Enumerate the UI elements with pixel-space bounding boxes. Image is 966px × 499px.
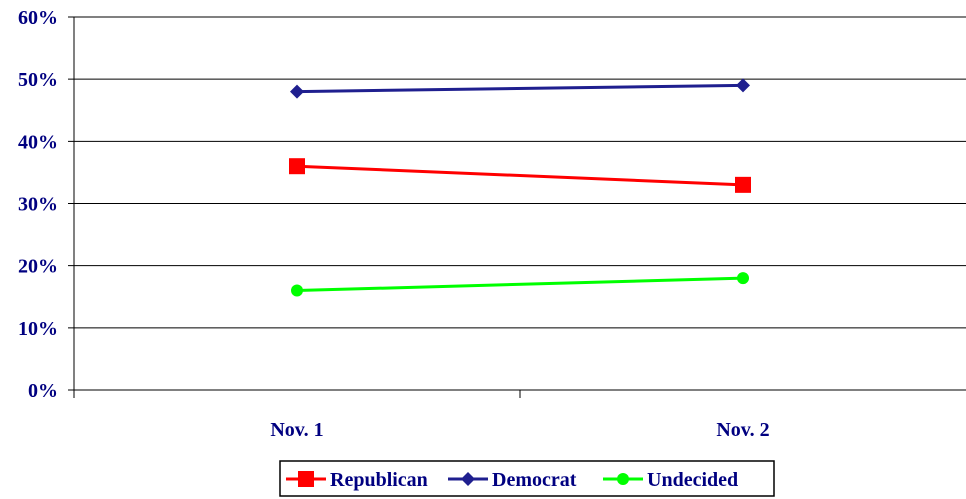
- y-tick-label: 40%: [18, 131, 58, 153]
- legend-item-democrat: Democrat: [448, 469, 577, 491]
- series-republican: [289, 158, 751, 193]
- y-tick-label: 0%: [28, 380, 58, 402]
- series-lines: [289, 78, 751, 297]
- undecided-legend-marker: [617, 473, 629, 485]
- legend: Republican Democrat Undecided: [279, 460, 775, 497]
- undecided-point: [291, 284, 303, 297]
- undecided-line: [296, 276, 744, 293]
- gridlines: [68, 16, 966, 391]
- democrat-point: [736, 78, 750, 93]
- legend-box: [279, 460, 775, 497]
- y-tick-label: 50%: [18, 69, 58, 91]
- republican-point: [735, 176, 751, 193]
- democrat-point: [290, 84, 304, 99]
- legend-label-republican: Republican: [330, 469, 428, 491]
- y-axis-tick-labels: 0% 10% 20% 30% 40% 50% 60%: [18, 7, 58, 402]
- x-tick-label: Nov. 1: [270, 419, 323, 441]
- republican-point: [289, 158, 305, 175]
- republican-line: [296, 164, 744, 187]
- y-tick-label: 20%: [18, 256, 58, 278]
- y-tick-label: 10%: [18, 318, 58, 340]
- legend-label-undecided: Undecided: [647, 469, 738, 491]
- legend-item-undecided: Undecided: [603, 469, 738, 491]
- democrat-legend-marker: [461, 472, 475, 486]
- series-undecided: [291, 272, 749, 297]
- series-democrat: [290, 78, 750, 99]
- y-tick-label: 30%: [18, 194, 58, 216]
- x-tick-label: Nov. 2: [716, 419, 769, 441]
- democrat-line: [296, 83, 744, 94]
- legend-item-republican: Republican: [286, 469, 428, 491]
- undecided-point: [737, 272, 749, 285]
- axes: [73, 17, 966, 398]
- republican-legend-marker: [298, 471, 314, 487]
- y-tick-label: 60%: [18, 7, 58, 29]
- x-axis-tick-labels: Nov. 1 Nov. 2: [270, 419, 769, 441]
- legend-label-democrat: Democrat: [492, 469, 577, 491]
